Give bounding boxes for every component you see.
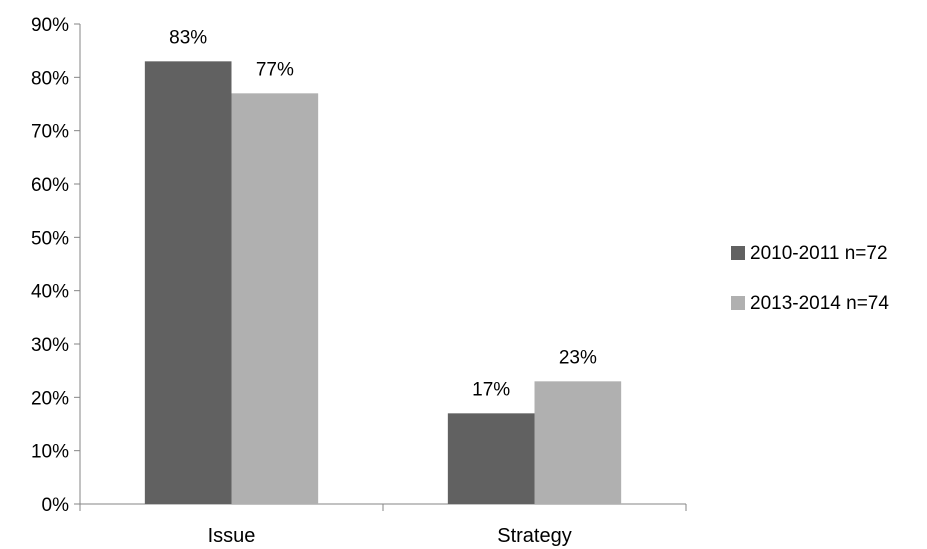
- legend[interactable]: 2010-2011 n=72 2013-2014 n=74: [731, 243, 889, 314]
- y-tick-label: 60%: [31, 175, 69, 196]
- data-label: 77%: [256, 59, 294, 80]
- y-tick-label: 20%: [31, 388, 69, 409]
- data-labels: 83% 77% 17% 23%: [169, 27, 597, 400]
- y-tick-label: 40%: [31, 282, 69, 303]
- bars: [144, 61, 622, 504]
- x-tick-label: Issue: [208, 525, 256, 547]
- y-tick-label: 0%: [42, 495, 70, 516]
- bar: [231, 93, 319, 504]
- legend-swatch: [731, 246, 745, 260]
- x-axis: Issue Strategy: [79, 503, 687, 547]
- legend-item[interactable]: 2013-2014 n=74: [731, 293, 889, 314]
- y-tick-label: 70%: [31, 122, 69, 143]
- x-tick-label: Strategy: [497, 525, 571, 547]
- legend-item[interactable]: 2010-2011 n=72: [731, 243, 888, 264]
- y-tick-label: 30%: [31, 335, 69, 356]
- y-tick-label: 90%: [31, 15, 69, 36]
- legend-swatch: [731, 296, 745, 310]
- bar: [144, 61, 232, 504]
- legend-label: 2010-2011 n=72: [750, 243, 888, 264]
- bar: [447, 413, 535, 504]
- y-tick-label: 50%: [31, 228, 69, 249]
- data-label: 23%: [559, 347, 597, 368]
- data-label: 83%: [169, 27, 207, 48]
- y-axis: 0% 10% 20% 30% 40% 50% 60% 70% 80% 90%: [31, 15, 81, 516]
- bar: [534, 381, 622, 504]
- data-label: 17%: [472, 379, 510, 400]
- y-tick-label: 10%: [31, 442, 69, 463]
- y-tick-label: 80%: [31, 68, 69, 89]
- legend-label: 2013-2014 n=74: [750, 293, 889, 314]
